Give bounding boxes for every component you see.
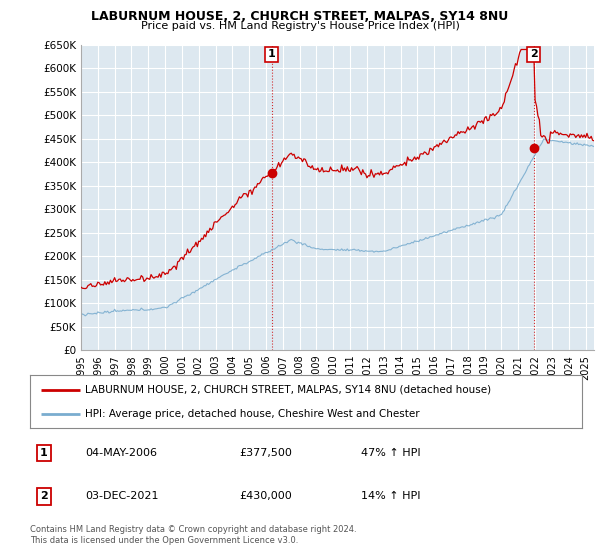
Text: 47% ↑ HPI: 47% ↑ HPI <box>361 448 421 458</box>
Text: 2: 2 <box>530 49 538 59</box>
Text: 14% ↑ HPI: 14% ↑ HPI <box>361 492 421 502</box>
Text: 04-MAY-2006: 04-MAY-2006 <box>85 448 157 458</box>
Text: HPI: Average price, detached house, Cheshire West and Chester: HPI: Average price, detached house, Ches… <box>85 409 420 419</box>
Text: £430,000: £430,000 <box>240 492 293 502</box>
Text: LABURNUM HOUSE, 2, CHURCH STREET, MALPAS, SY14 8NU (detached house): LABURNUM HOUSE, 2, CHURCH STREET, MALPAS… <box>85 385 491 395</box>
Text: Price paid vs. HM Land Registry's House Price Index (HPI): Price paid vs. HM Land Registry's House … <box>140 21 460 31</box>
Text: LABURNUM HOUSE, 2, CHURCH STREET, MALPAS, SY14 8NU: LABURNUM HOUSE, 2, CHURCH STREET, MALPAS… <box>91 10 509 22</box>
Text: 1: 1 <box>268 49 275 59</box>
Text: £377,500: £377,500 <box>240 448 293 458</box>
Text: 03-DEC-2021: 03-DEC-2021 <box>85 492 158 502</box>
Text: 1: 1 <box>40 448 47 458</box>
Text: 2: 2 <box>40 492 47 502</box>
Text: Contains HM Land Registry data © Crown copyright and database right 2024.
This d: Contains HM Land Registry data © Crown c… <box>30 525 356 545</box>
